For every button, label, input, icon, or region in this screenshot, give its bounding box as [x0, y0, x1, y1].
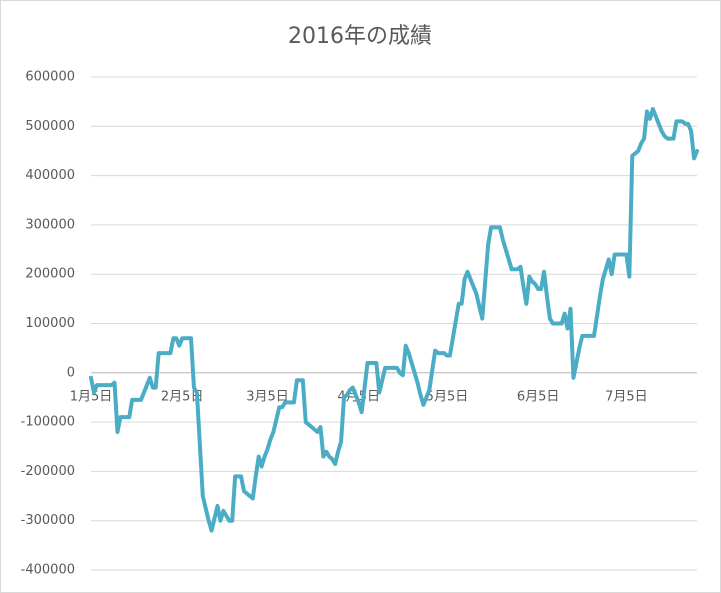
y-tick-label: 500000 — [25, 119, 75, 134]
y-tick-label: -300000 — [21, 513, 75, 528]
x-tick-label: 7月5日 — [605, 389, 648, 404]
y-tick-label: -400000 — [21, 563, 75, 578]
y-tick-label: 400000 — [25, 168, 75, 183]
x-tick-label: 5月5日 — [426, 389, 469, 404]
x-tick-label: 6月5日 — [517, 389, 560, 404]
y-tick-label: 0 — [67, 365, 75, 380]
y-tick-label: -100000 — [21, 415, 75, 430]
y-tick-label: 300000 — [25, 217, 75, 232]
y-tick-label: 200000 — [25, 267, 75, 282]
chart-title: 2016年の成績 — [288, 24, 432, 49]
x-tick-label: 2月5日 — [161, 389, 204, 404]
x-tick-label: 1月5日 — [70, 389, 113, 404]
x-tick-label: 3月5日 — [246, 389, 289, 404]
data-line — [89, 107, 699, 533]
y-tick-label: -200000 — [21, 464, 75, 479]
y-tick-label: 600000 — [25, 70, 75, 85]
y-tick-label: 100000 — [25, 316, 75, 331]
